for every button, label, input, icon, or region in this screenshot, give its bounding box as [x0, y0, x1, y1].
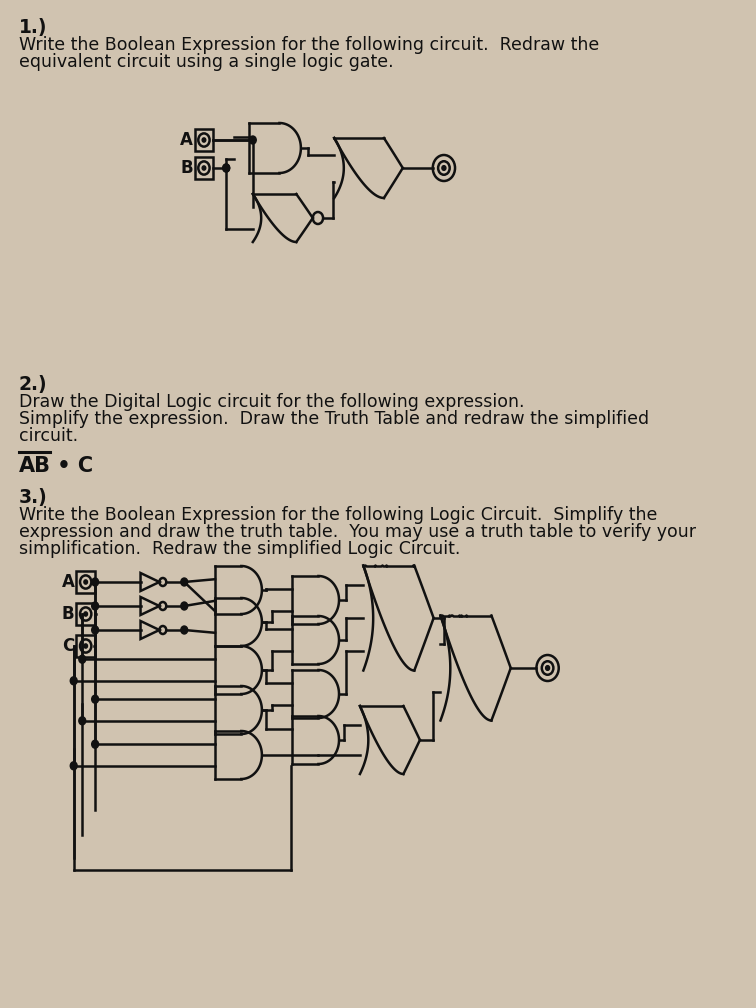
Text: B: B	[62, 605, 75, 623]
Text: Draw the Digital Logic circuit for the following expression.: Draw the Digital Logic circuit for the f…	[19, 393, 525, 411]
Circle shape	[91, 740, 98, 748]
Bar	[76, 635, 95, 657]
Circle shape	[442, 165, 446, 170]
Circle shape	[181, 578, 187, 586]
Circle shape	[91, 578, 98, 586]
Bar	[76, 571, 95, 593]
Text: expression and draw the truth table.  You may use a truth table to verify your: expression and draw the truth table. You…	[19, 523, 696, 541]
Text: Simplify the expression.  Draw the Truth Table and redraw the simplified: Simplify the expression. Draw the Truth …	[19, 410, 649, 428]
Bar	[194, 129, 213, 151]
Text: AB: AB	[19, 456, 51, 476]
Text: simplification.  Redraw the simplified Logic Circuit.: simplification. Redraw the simplified Lo…	[19, 540, 460, 558]
Text: Write the Boolean Expression for the following circuit.  Redraw the: Write the Boolean Expression for the fol…	[19, 36, 599, 54]
Text: 2.): 2.)	[19, 375, 48, 394]
Circle shape	[79, 717, 85, 725]
Circle shape	[202, 138, 206, 142]
Text: Write the Boolean Expression for the following Logic Circuit.  Simplify the: Write the Boolean Expression for the fol…	[19, 506, 657, 524]
Text: 3.): 3.)	[19, 488, 48, 507]
Bar	[194, 157, 213, 179]
Text: C: C	[62, 637, 75, 655]
Circle shape	[84, 644, 88, 648]
Circle shape	[91, 696, 98, 704]
Circle shape	[91, 602, 98, 610]
Bar	[76, 603, 95, 625]
Circle shape	[223, 164, 230, 172]
Circle shape	[181, 626, 187, 634]
Text: circuit.: circuit.	[19, 427, 78, 445]
Circle shape	[223, 164, 230, 172]
Text: B: B	[180, 159, 193, 177]
Circle shape	[79, 655, 85, 663]
Circle shape	[84, 580, 88, 584]
Circle shape	[70, 676, 77, 684]
Text: 1.): 1.)	[19, 18, 48, 37]
Circle shape	[181, 602, 187, 610]
Circle shape	[84, 612, 88, 616]
Text: A: A	[180, 131, 193, 149]
Circle shape	[70, 762, 77, 770]
Circle shape	[91, 626, 98, 634]
Text: A: A	[62, 573, 75, 591]
Text: • C: • C	[50, 456, 93, 476]
Circle shape	[202, 166, 206, 170]
Circle shape	[249, 136, 256, 144]
Circle shape	[546, 665, 550, 670]
Text: equivalent circuit using a single logic gate.: equivalent circuit using a single logic …	[19, 53, 393, 71]
